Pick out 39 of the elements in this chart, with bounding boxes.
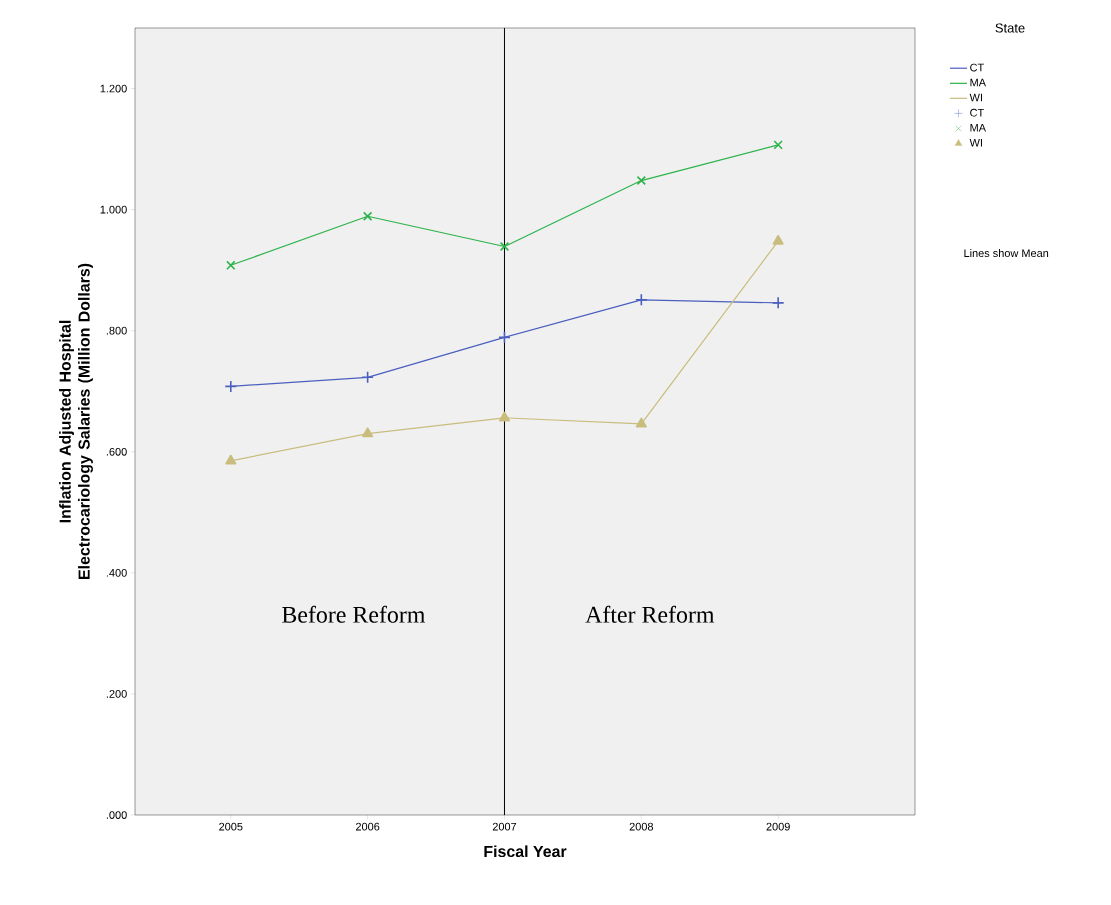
y-tick-label: 1.200 [100, 84, 127, 93]
point [226, 260, 236, 270]
y-tick-label: .800 [106, 326, 127, 335]
legend-label: WI [969, 138, 982, 147]
x-tick-label: 2007 [492, 822, 517, 831]
x-axis-title: Fiscal Year [484, 845, 567, 858]
point [362, 211, 373, 221]
legend-title: State [995, 23, 1025, 33]
point [635, 417, 647, 428]
text: WI [969, 93, 982, 102]
point [773, 140, 783, 150]
point [498, 331, 511, 344]
point [362, 427, 374, 438]
annotation: Before Reform [282, 605, 426, 623]
y-tick-label: 1.000 [100, 205, 127, 214]
x-tick-label: 2006 [355, 822, 380, 831]
point [771, 296, 785, 310]
text: MA [970, 78, 986, 87]
legend-label: CT [970, 108, 984, 117]
point [361, 371, 374, 384]
y-tick-label: .000 [106, 811, 127, 819]
y-axis-title: Inflation Adjusted Hospital Electrocariology Salaries (Million Dollars) [59, 263, 93, 579]
y-tick-label: .600 [106, 447, 127, 456]
point [772, 234, 784, 245]
annotation: After Reform [585, 605, 715, 623]
y-tick-label: .200 [106, 690, 127, 698]
y-tick-label: .400 [106, 568, 127, 577]
legend-label: MA [970, 123, 986, 132]
point [499, 241, 510, 252]
point [225, 454, 237, 465]
point [498, 411, 511, 422]
point [636, 175, 647, 186]
text: CT [970, 63, 984, 72]
point [224, 380, 238, 393]
x-tick-label: 2005 [219, 822, 243, 831]
x-tick-label: 2008 [629, 822, 654, 831]
text: Lines show Mean [964, 248, 1049, 258]
point [635, 293, 648, 307]
x-tick-label: 2009 [766, 822, 790, 831]
